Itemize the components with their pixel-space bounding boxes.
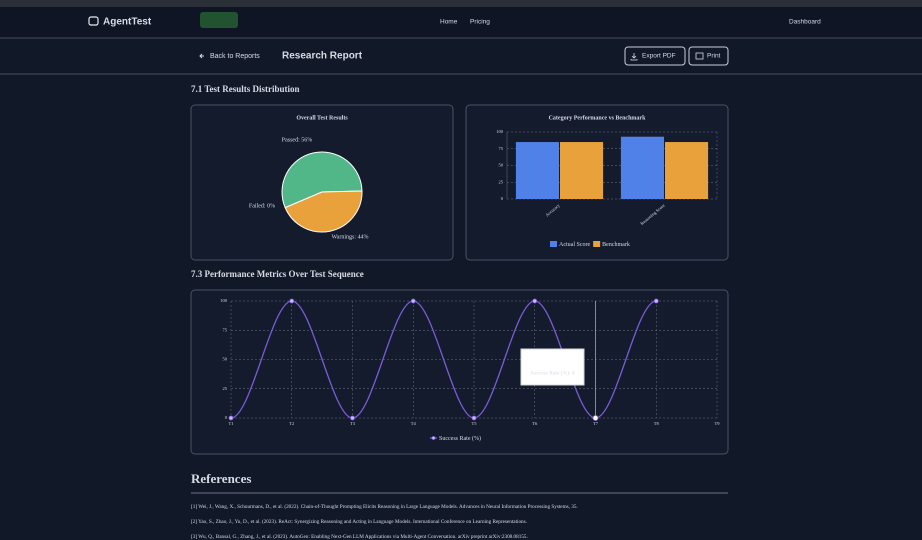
- bar: [560, 142, 604, 199]
- tooltip-text: Success Rate (%): 0: [530, 369, 574, 376]
- bar: [665, 142, 709, 199]
- legend-swatch: [550, 241, 557, 247]
- page-title: Research Report: [282, 51, 363, 62]
- nav-bar: [0, 7, 922, 38]
- reference: [3] Wu, Q., Bansal, G., Zhang, J., et al…: [191, 533, 528, 540]
- nav-link[interactable]: Pricing: [470, 19, 490, 26]
- bar: [620, 136, 664, 199]
- point: [471, 415, 477, 421]
- nav-link[interactable]: Home: [440, 19, 458, 26]
- point: [532, 298, 538, 304]
- brand[interactable]: AgentTest: [103, 17, 152, 28]
- y-tick-label: 25: [499, 179, 504, 184]
- card: [190, 289, 729, 455]
- download-icon: [630, 53, 638, 61]
- blurred-button: [200, 12, 238, 28]
- reference: [2] Yao, S., Zhao, J., Yu, D., et al. (2…: [191, 518, 527, 525]
- y-tick-label: 50: [499, 163, 504, 168]
- y-tick-label: 100: [496, 129, 504, 134]
- x-tick-label: T4: [411, 421, 417, 426]
- legend-label: Actual Score: [559, 242, 590, 248]
- references-heading: References: [191, 471, 251, 486]
- x-tick-label: T1: [229, 421, 234, 426]
- slice-label: Passed: 56%: [282, 137, 313, 143]
- chart-title: Overall Test Results: [296, 115, 348, 121]
- brand-icon: [88, 16, 99, 26]
- point: [289, 298, 295, 304]
- x-tick-label: T6: [532, 421, 538, 426]
- pie-slice: [281, 151, 363, 209]
- print-label[interactable]: Print: [707, 53, 721, 60]
- legend-swatch: [593, 241, 601, 247]
- y-tick-label: 25: [223, 386, 228, 391]
- export-button[interactable]: [624, 46, 686, 66]
- y-tick-label: 0: [225, 415, 228, 420]
- back-link[interactable]: Back to Reports: [210, 53, 260, 60]
- y-tick-label: 50: [223, 357, 228, 362]
- point: [592, 414, 599, 421]
- toolbar: [0, 39, 922, 74]
- slice-label: Failed: 0%: [249, 203, 275, 209]
- legend-dot: [431, 436, 436, 440]
- section-heading: 7.1 Test Results Distribution: [191, 84, 300, 94]
- y-tick-label: 0: [501, 196, 504, 201]
- x-tick-label: T3: [350, 421, 356, 426]
- y-tick-label: 100: [220, 298, 228, 303]
- point: [410, 298, 416, 304]
- section-heading: 7.3 Performance Metrics Over Test Sequen…: [191, 269, 364, 279]
- tooltip: [520, 348, 585, 386]
- line: [230, 300, 657, 419]
- point: [653, 298, 659, 304]
- pie-slice: [284, 190, 363, 233]
- print-icon: [695, 52, 704, 60]
- y-tick-label: 75: [223, 327, 228, 332]
- point: [228, 415, 234, 421]
- export-label[interactable]: Export PDF: [642, 53, 676, 60]
- x-tick-label: T5: [472, 421, 478, 426]
- x-tick-label: T2: [289, 421, 294, 426]
- print-button[interactable]: [688, 46, 729, 66]
- browser-bar: [0, 0, 922, 7]
- slice-label: Warnings: 44%: [331, 234, 368, 240]
- point: [350, 415, 355, 421]
- nav-dashboard[interactable]: Dashboard: [789, 19, 821, 26]
- x-tick-label: T8: [654, 421, 660, 426]
- x-tick-label: T9: [715, 421, 721, 426]
- chart-title: Category Performance vs Benchmark: [549, 115, 646, 121]
- reference: [1] Wei, J., Wang, X., Schuurmans, D., e…: [191, 503, 578, 510]
- bar: [515, 142, 559, 199]
- y-tick-label: 75: [499, 146, 504, 151]
- legend-label: Success Rate (%): [439, 435, 481, 442]
- x-tick-label: T7: [593, 421, 599, 426]
- back-arrow: [199, 53, 204, 59]
- legend-label: Benchmark: [602, 242, 630, 248]
